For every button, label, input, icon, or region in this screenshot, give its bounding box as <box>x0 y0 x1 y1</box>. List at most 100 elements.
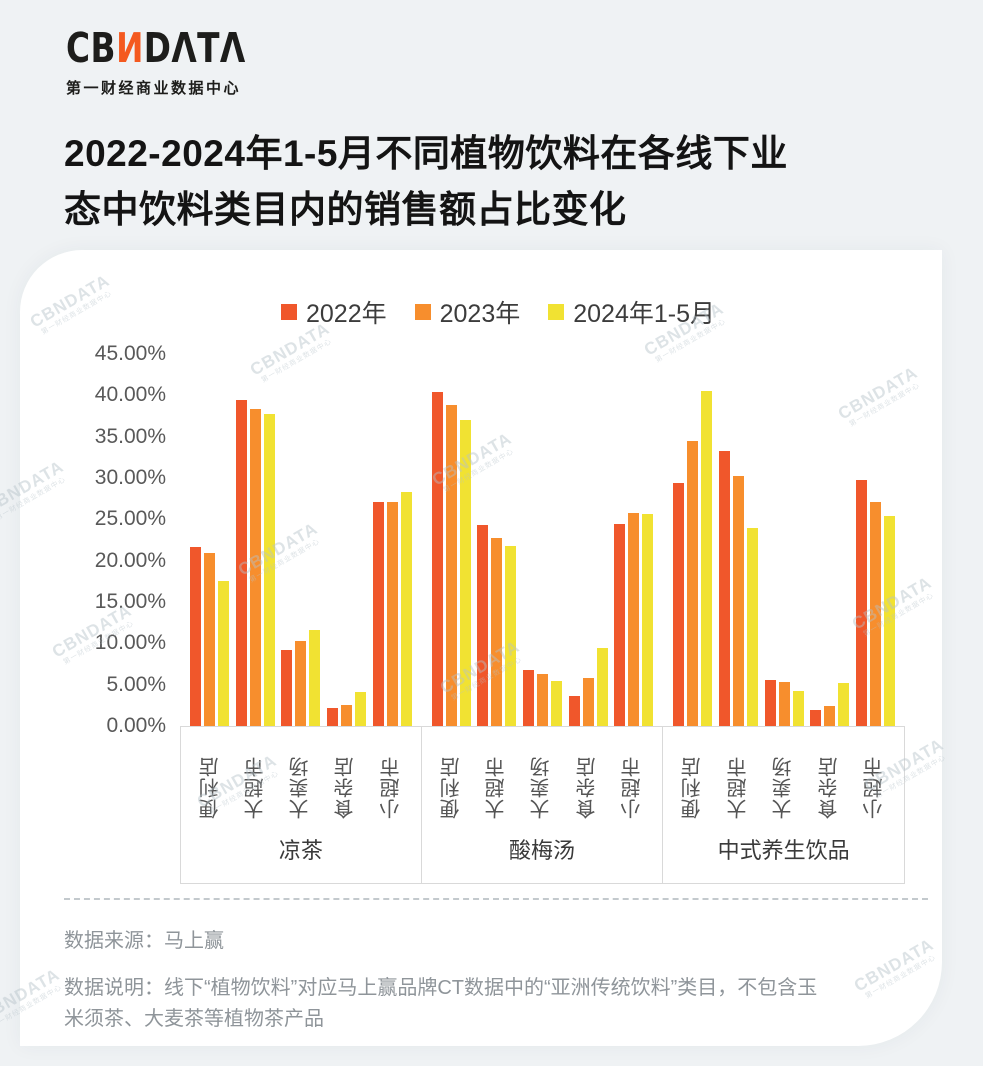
legend-label: 2024年1-5月 <box>573 300 715 328</box>
channel-label-slot: 小超市 <box>372 741 411 819</box>
bar <box>190 546 201 726</box>
channel-label-slot: 大卖场 <box>281 741 320 819</box>
y-axis-label: 15.00% <box>94 590 166 613</box>
legend-label: 2023年 <box>439 300 521 328</box>
channel-label: 大超市 <box>486 756 509 819</box>
bar <box>522 669 534 726</box>
y-axis-label: 30.00% <box>94 466 166 489</box>
bar-cluster <box>326 692 366 726</box>
channel-label-slot: 大超市 <box>236 741 275 819</box>
plot-area: 便利店 大超市 大卖场 食杂店 小超市 凉茶 便利店 大超市 大卖场 食杂店 小超市 酸梅汤 便利店 大超… <box>180 354 905 884</box>
bar-cluster <box>372 492 412 726</box>
channel-labels-row: 便利店 大超市 大卖场 食杂店 小超市 <box>422 727 663 819</box>
cbndata-logo-subtitle: 第一财经商业数据中心 <box>66 80 242 97</box>
page-title: 2022-2024年1-5月不同植物饮料在各线下业 态中饮料类目内的销售额占比变… <box>64 126 944 237</box>
y-axis-label: 25.00% <box>94 507 166 531</box>
bar <box>491 538 503 726</box>
bar <box>687 440 699 726</box>
bar-cluster <box>673 391 713 726</box>
bar-cluster <box>855 479 895 726</box>
y-axis-label: 0.00% <box>106 714 166 737</box>
bar-cluster <box>568 647 608 726</box>
channel-label: 食杂店 <box>576 756 599 819</box>
channel-label-slot: 小超市 <box>613 741 652 819</box>
group-label: 凉茶 <box>278 838 323 863</box>
legend-item-2: 2024年1-5月 <box>548 294 715 330</box>
channel-label: 食杂店 <box>818 756 841 819</box>
bar <box>614 524 626 726</box>
bar <box>673 483 685 726</box>
bar <box>400 492 412 726</box>
y-axis-label: 40.00% <box>94 383 166 407</box>
channel-label: 便利店 <box>440 756 463 819</box>
bar-cluster <box>810 683 850 726</box>
bar-cluster <box>431 392 471 726</box>
bar <box>642 514 654 726</box>
bar <box>869 502 881 726</box>
bar <box>459 420 471 726</box>
bar-cluster <box>281 630 321 726</box>
bar <box>810 710 822 726</box>
bar <box>628 512 640 726</box>
bar <box>445 405 457 726</box>
chart-card: 2022年 2023年 2024年1-5月 45.00% 40.00% 35.00% 30… <box>20 250 942 1046</box>
channel-label-slot: 食杂店 <box>568 741 607 819</box>
legend-swatch-icon <box>548 304 565 320</box>
bar <box>372 502 384 726</box>
channel-label-slot: 食杂店 <box>810 741 849 819</box>
bar-group-1 <box>422 354 664 726</box>
page-title-line1: 2022-2024年1-5月不同植物饮料在各线下业 <box>64 133 788 174</box>
page-title-line2: 态中饮料类目内的销售额占比变化 <box>64 188 627 230</box>
bar <box>701 391 713 726</box>
bar-chart: 45.00% 40.00% 35.00% 30.00% 25.00% 20.00% 15.0… <box>20 342 942 884</box>
bar <box>855 479 867 726</box>
bar <box>883 516 895 726</box>
channel-label-slot: 大卖场 <box>522 741 561 819</box>
bar <box>386 502 398 726</box>
bar <box>431 392 443 726</box>
channel-label-slot: 大卖场 <box>764 741 803 819</box>
bar-group-0 <box>180 354 422 726</box>
bar <box>778 682 790 726</box>
cbndata-logo-wordmark: CBNDΛTΛ <box>66 24 246 72</box>
channel-label: 便利店 <box>682 756 705 819</box>
channel-label: 大超市 <box>245 756 268 819</box>
bar <box>838 683 850 726</box>
channel-label: 大卖场 <box>290 756 313 819</box>
legend-item-1: 2023年 <box>414 294 521 330</box>
channel-label-slot: 小超市 <box>855 741 894 819</box>
footer: 数据来源：马上赢 数据说明：线下“植物饮料”对应马上赢品牌CT数据中的“亚洲传统… <box>64 926 832 1035</box>
channel-label-slot: 便利店 <box>191 741 230 819</box>
y-axis-label: 5.00% <box>106 672 166 696</box>
bar <box>596 647 608 726</box>
legend-swatch-icon <box>414 304 431 320</box>
dashed-separator <box>64 898 928 900</box>
y-axis-label: 35.00% <box>94 424 166 448</box>
cbndata-logo: CBNDΛTΛ 第一财经商业数据中心 <box>66 24 291 98</box>
channel-label: 小超市 <box>863 756 886 819</box>
bar <box>249 408 261 726</box>
channel-labels-row: 便利店 大超市 大卖场 食杂店 小超市 <box>663 727 904 819</box>
channel-labels-row: 便利店 大超市 大卖场 食杂店 小超市 <box>181 727 421 819</box>
bar <box>505 545 517 726</box>
bars-area <box>180 354 905 726</box>
bar-cluster <box>235 400 275 726</box>
x-axis-group-1: 便利店 大超市 大卖场 食杂店 小超市 酸梅汤 <box>422 727 664 883</box>
bar <box>263 414 275 726</box>
data-source-text: 数据来源：马上赢 <box>64 930 224 952</box>
channel-label-slot: 食杂店 <box>326 741 365 819</box>
x-axis-group-2: 便利店 大超市 大卖场 食杂店 小超市 中式养生饮品 <box>663 727 905 883</box>
x-axis: 便利店 大超市 大卖场 食杂店 小超市 凉茶 便利店 大超市 大卖场 食杂店 小超市 酸梅汤 便利店 大超… <box>180 726 905 884</box>
y-axis-label: 45.00% <box>94 342 166 365</box>
bar-cluster <box>522 669 562 726</box>
bar <box>204 553 215 726</box>
legend: 2022年 2023年 2024年1-5月 <box>20 250 942 330</box>
legend-label: 2022年 <box>306 300 387 328</box>
channel-label-slot: 大超市 <box>719 741 758 819</box>
bar <box>764 679 776 726</box>
channel-label: 小超市 <box>622 756 645 819</box>
channel-label-slot: 便利店 <box>432 741 471 819</box>
bar <box>295 640 307 726</box>
channel-label: 大超市 <box>727 756 750 819</box>
group-label: 中式养生饮品 <box>717 838 850 863</box>
